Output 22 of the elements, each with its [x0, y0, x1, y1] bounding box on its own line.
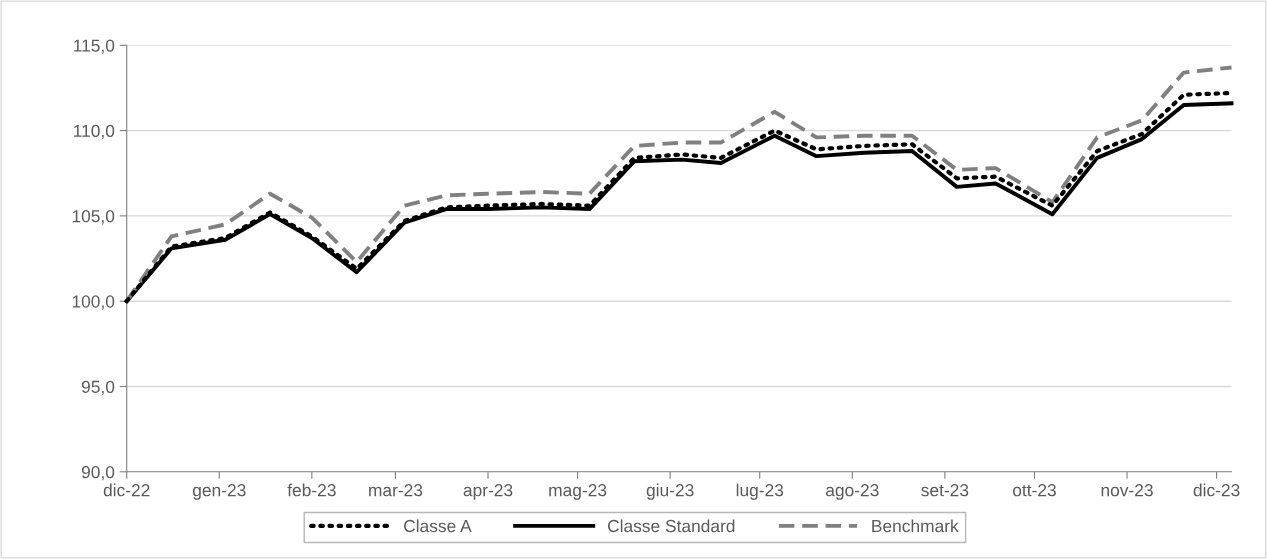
x-tick-label: ago-23 [826, 484, 879, 500]
legend-label: Classe A [404, 519, 472, 533]
x-tick-label: lug-23 [736, 483, 784, 500]
y-tick-label: 110,0 [74, 124, 115, 140]
y-tick-label: 100,0 [72, 295, 115, 310]
x-tick-label: giu-23 [646, 483, 694, 500]
legend-label: Classe Standard [607, 519, 735, 533]
x-tick-label: ott-23 [1012, 484, 1056, 497]
y-tick-label: 95,0 [81, 380, 115, 395]
x-tick-label: set-23 [921, 484, 969, 497]
x-tick-label: feb-23 [287, 483, 336, 497]
x-tick-label: mag-23 [549, 484, 607, 500]
y-tick-label: 105,0 [72, 210, 115, 225]
x-tick-label: nov-23 [1101, 484, 1153, 497]
x-tick-label: mar-23 [369, 484, 423, 497]
x-tick-label: dic-23 [1193, 483, 1240, 497]
x-tick-label: gen-23 [192, 484, 246, 500]
x-tick-label: apr-23 [463, 484, 513, 500]
y-tick-label: 115,0 [74, 39, 115, 54]
y-tick-label: 90,0 [81, 465, 115, 481]
x-tick-label: dic-22 [103, 483, 150, 497]
legend-label: Benchmark [872, 519, 959, 533]
